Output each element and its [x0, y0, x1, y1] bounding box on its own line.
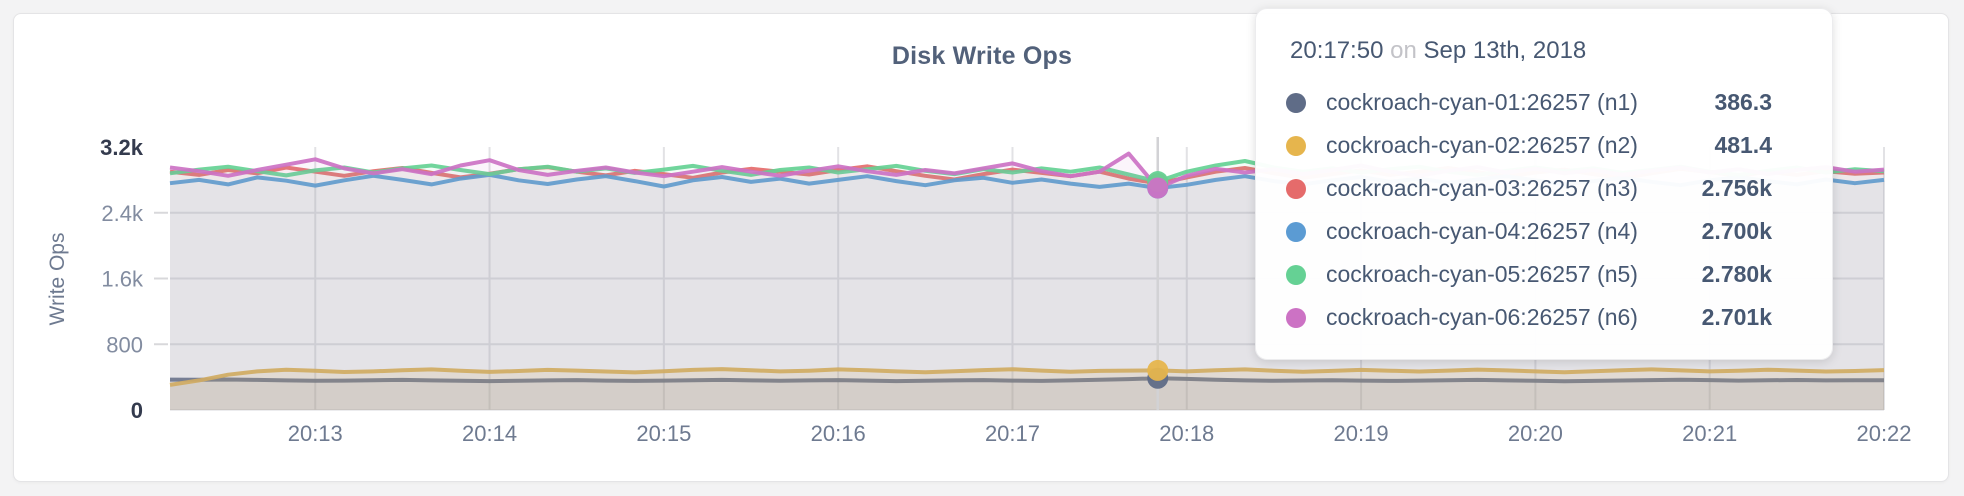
tooltip-series-label: cockroach-cyan-06:26257 (n6): [1326, 304, 1638, 330]
series-color-dot-icon: [1286, 221, 1306, 242]
series-area: [170, 378, 1884, 410]
tooltip-series-label: cockroach-cyan-01:26257 (n1): [1326, 89, 1638, 115]
x-tick-label: 20:16: [811, 421, 866, 446]
chart-title: Disk Write Ops: [891, 42, 1073, 70]
tooltip-series-row: cockroach-cyan-01:26257 (n1) 386.3: [1286, 81, 1772, 124]
x-tick-label: 20:14: [462, 421, 517, 446]
tooltip-series-label: cockroach-cyan-05:26257 (n5): [1326, 261, 1638, 287]
x-tick-label: 20:18: [1159, 421, 1214, 446]
y-tick-label: 0: [131, 398, 143, 423]
hover-layer: [1147, 137, 1169, 410]
tooltip-time: 20:17:50: [1290, 37, 1384, 64]
tooltip-date: Sep 13th, 2018: [1423, 37, 1587, 64]
tooltip-series-row: cockroach-cyan-04:26257 (n4) 2.700k: [1286, 210, 1772, 253]
tooltip-series-label: cockroach-cyan-04:26257 (n4): [1326, 218, 1638, 244]
tooltip-series-value: 2.780k: [1701, 261, 1772, 287]
tooltip-series-row: cockroach-cyan-03:26257 (n3) 2.756k: [1286, 167, 1772, 210]
series-area: [170, 369, 1884, 410]
tooltip-series-label: cockroach-cyan-02:26257 (n2): [1326, 132, 1638, 158]
tooltip-series-value: 2.701k: [1701, 304, 1772, 330]
x-tick-label: 20:19: [1334, 421, 1389, 446]
tooltip-series-value: 386.3: [1714, 89, 1772, 115]
x-tick-label: 20:20: [1508, 421, 1563, 446]
y-tick-label: 3.2k: [100, 135, 144, 160]
axis-layer: 0 800 1.6k 2.4k 3.2k 20:13 20:14 20:15 20:16 20:1…: [100, 135, 1911, 446]
series-color-dot-icon: [1286, 264, 1306, 285]
tooltip-timestamp: 20:17:50 on Sep 13th, 2018: [1290, 37, 1772, 65]
tooltip-series-row: cockroach-cyan-02:26257 (n2) 481.4: [1286, 124, 1772, 167]
tooltip-series-value: 2.700k: [1701, 218, 1772, 244]
x-tick-label: 20:22: [1856, 421, 1911, 446]
series-line: [169, 367, 1885, 387]
x-tick-label: 20:21: [1682, 421, 1737, 446]
series-line: [169, 376, 1885, 384]
tooltip-series-label: cockroach-cyan-03:26257 (n3): [1326, 175, 1638, 201]
x-tick-label: 20:17: [985, 421, 1040, 446]
series-color-dot-icon: [1286, 178, 1306, 199]
y-tick-label: 1.6k: [101, 267, 144, 292]
tooltip-series-value: 2.756k: [1701, 175, 1772, 201]
hover-point: [1147, 359, 1169, 381]
y-axis-title: Write Ops: [46, 233, 69, 326]
series-color-dot-icon: [1286, 307, 1306, 328]
hover-point: [1147, 177, 1169, 199]
y-tick-label: 2.4k: [101, 201, 144, 226]
tooltip-series-list: cockroach-cyan-01:26257 (n1) 386.3 cockroa…: [1286, 81, 1772, 339]
series-color-dot-icon: [1286, 92, 1306, 113]
tooltip-series-value: 481.4: [1714, 132, 1772, 158]
tooltip-series-row: cockroach-cyan-06:26257 (n6) 2.701k: [1286, 296, 1772, 339]
series-color-dot-icon: [1286, 135, 1306, 156]
tooltip-series-row: cockroach-cyan-05:26257 (n5) 2.780k: [1286, 253, 1772, 296]
hover-tooltip: 20:17:50 on Sep 13th, 2018 cockroach-cya…: [1255, 8, 1833, 360]
x-tick-label: 20:13: [288, 421, 343, 446]
y-tick-label: 800: [106, 332, 143, 357]
tooltip-separator: on: [1390, 37, 1417, 64]
x-tick-label: 20:15: [636, 421, 691, 446]
